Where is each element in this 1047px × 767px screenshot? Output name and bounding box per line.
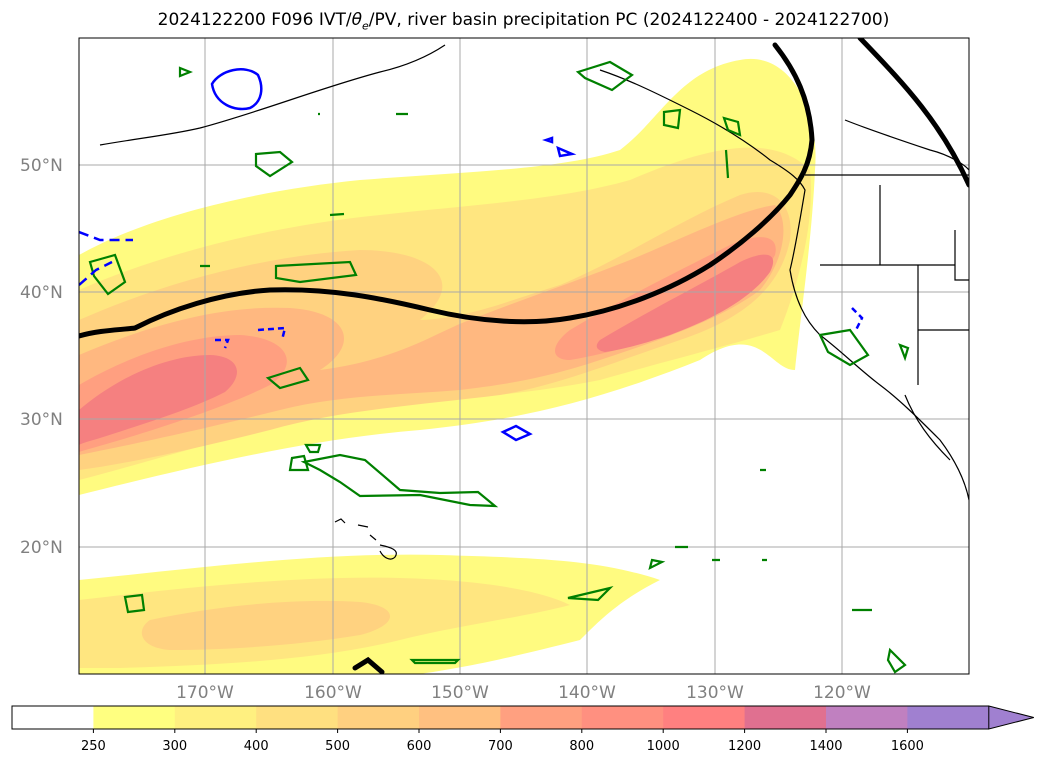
lon-label: 150°W [431, 683, 489, 703]
colorbar-tick-label: 1600 [891, 739, 924, 754]
colorbar-tick-label: 250 [81, 739, 106, 754]
theta-e-contours [88, 60, 910, 674]
colorbar-tick-label: 800 [569, 739, 594, 754]
colorbar-segment [581, 706, 664, 729]
colorbar-tick-label: 600 [407, 739, 432, 754]
colorbar-tick-label: 1000 [647, 739, 680, 754]
coastlines [99, 44, 969, 560]
graticule [79, 38, 969, 674]
lat-label: 30°N [20, 410, 63, 430]
colorbar-segment [419, 706, 501, 729]
colorbar-segment [907, 706, 990, 729]
lon-label: 140°W [558, 683, 616, 703]
colorbar-tick-label: 500 [325, 739, 350, 754]
map-panel [79, 38, 969, 674]
precipitation-contours [79, 68, 864, 442]
lon-label: 170°W [176, 683, 234, 703]
colorbar-segment [256, 706, 339, 729]
map-frame [78, 37, 970, 675]
lat-label: 40°N [20, 283, 63, 303]
colorbar-segment [12, 706, 94, 729]
colorbar-tick-label: 1400 [809, 739, 842, 754]
colorbar-segment [826, 706, 908, 729]
colorbar-segment [500, 706, 583, 729]
lat-label: 20°N [20, 538, 63, 558]
colorbar-segment [663, 706, 746, 729]
colorbar-segment [174, 706, 257, 729]
ivt-filled-contours [79, 58, 816, 674]
colorbar: 250 300 400 500 600 700 800 1000 1200 1400 1600 [11, 705, 1034, 754]
colorbar-extend-arrow [988, 705, 1034, 730]
lon-label: 160°W [304, 683, 362, 703]
colorbar-segment [93, 706, 176, 729]
lat-label: 50°N [20, 156, 63, 176]
lon-label: 120°W [813, 683, 871, 703]
colorbar-tick-label: 1200 [728, 739, 761, 754]
colorbar-tick-label: 300 [162, 739, 187, 754]
colorbar-segment [337, 706, 420, 729]
map-title: 2024122200 F096 IVT/θe/PV, river basin p… [157, 10, 890, 33]
colorbar-tick-label: 700 [488, 739, 513, 754]
lon-label: 130°W [686, 683, 744, 703]
latitude-labels: 50°N 40°N 30°N 20°N [20, 156, 63, 558]
longitude-labels: 170°W 160°W 150°W 140°W 130°W 120°W [176, 683, 871, 703]
colorbar-segment [744, 706, 827, 729]
colorbar-tick-label: 400 [244, 739, 269, 754]
pv-contours [79, 38, 969, 674]
